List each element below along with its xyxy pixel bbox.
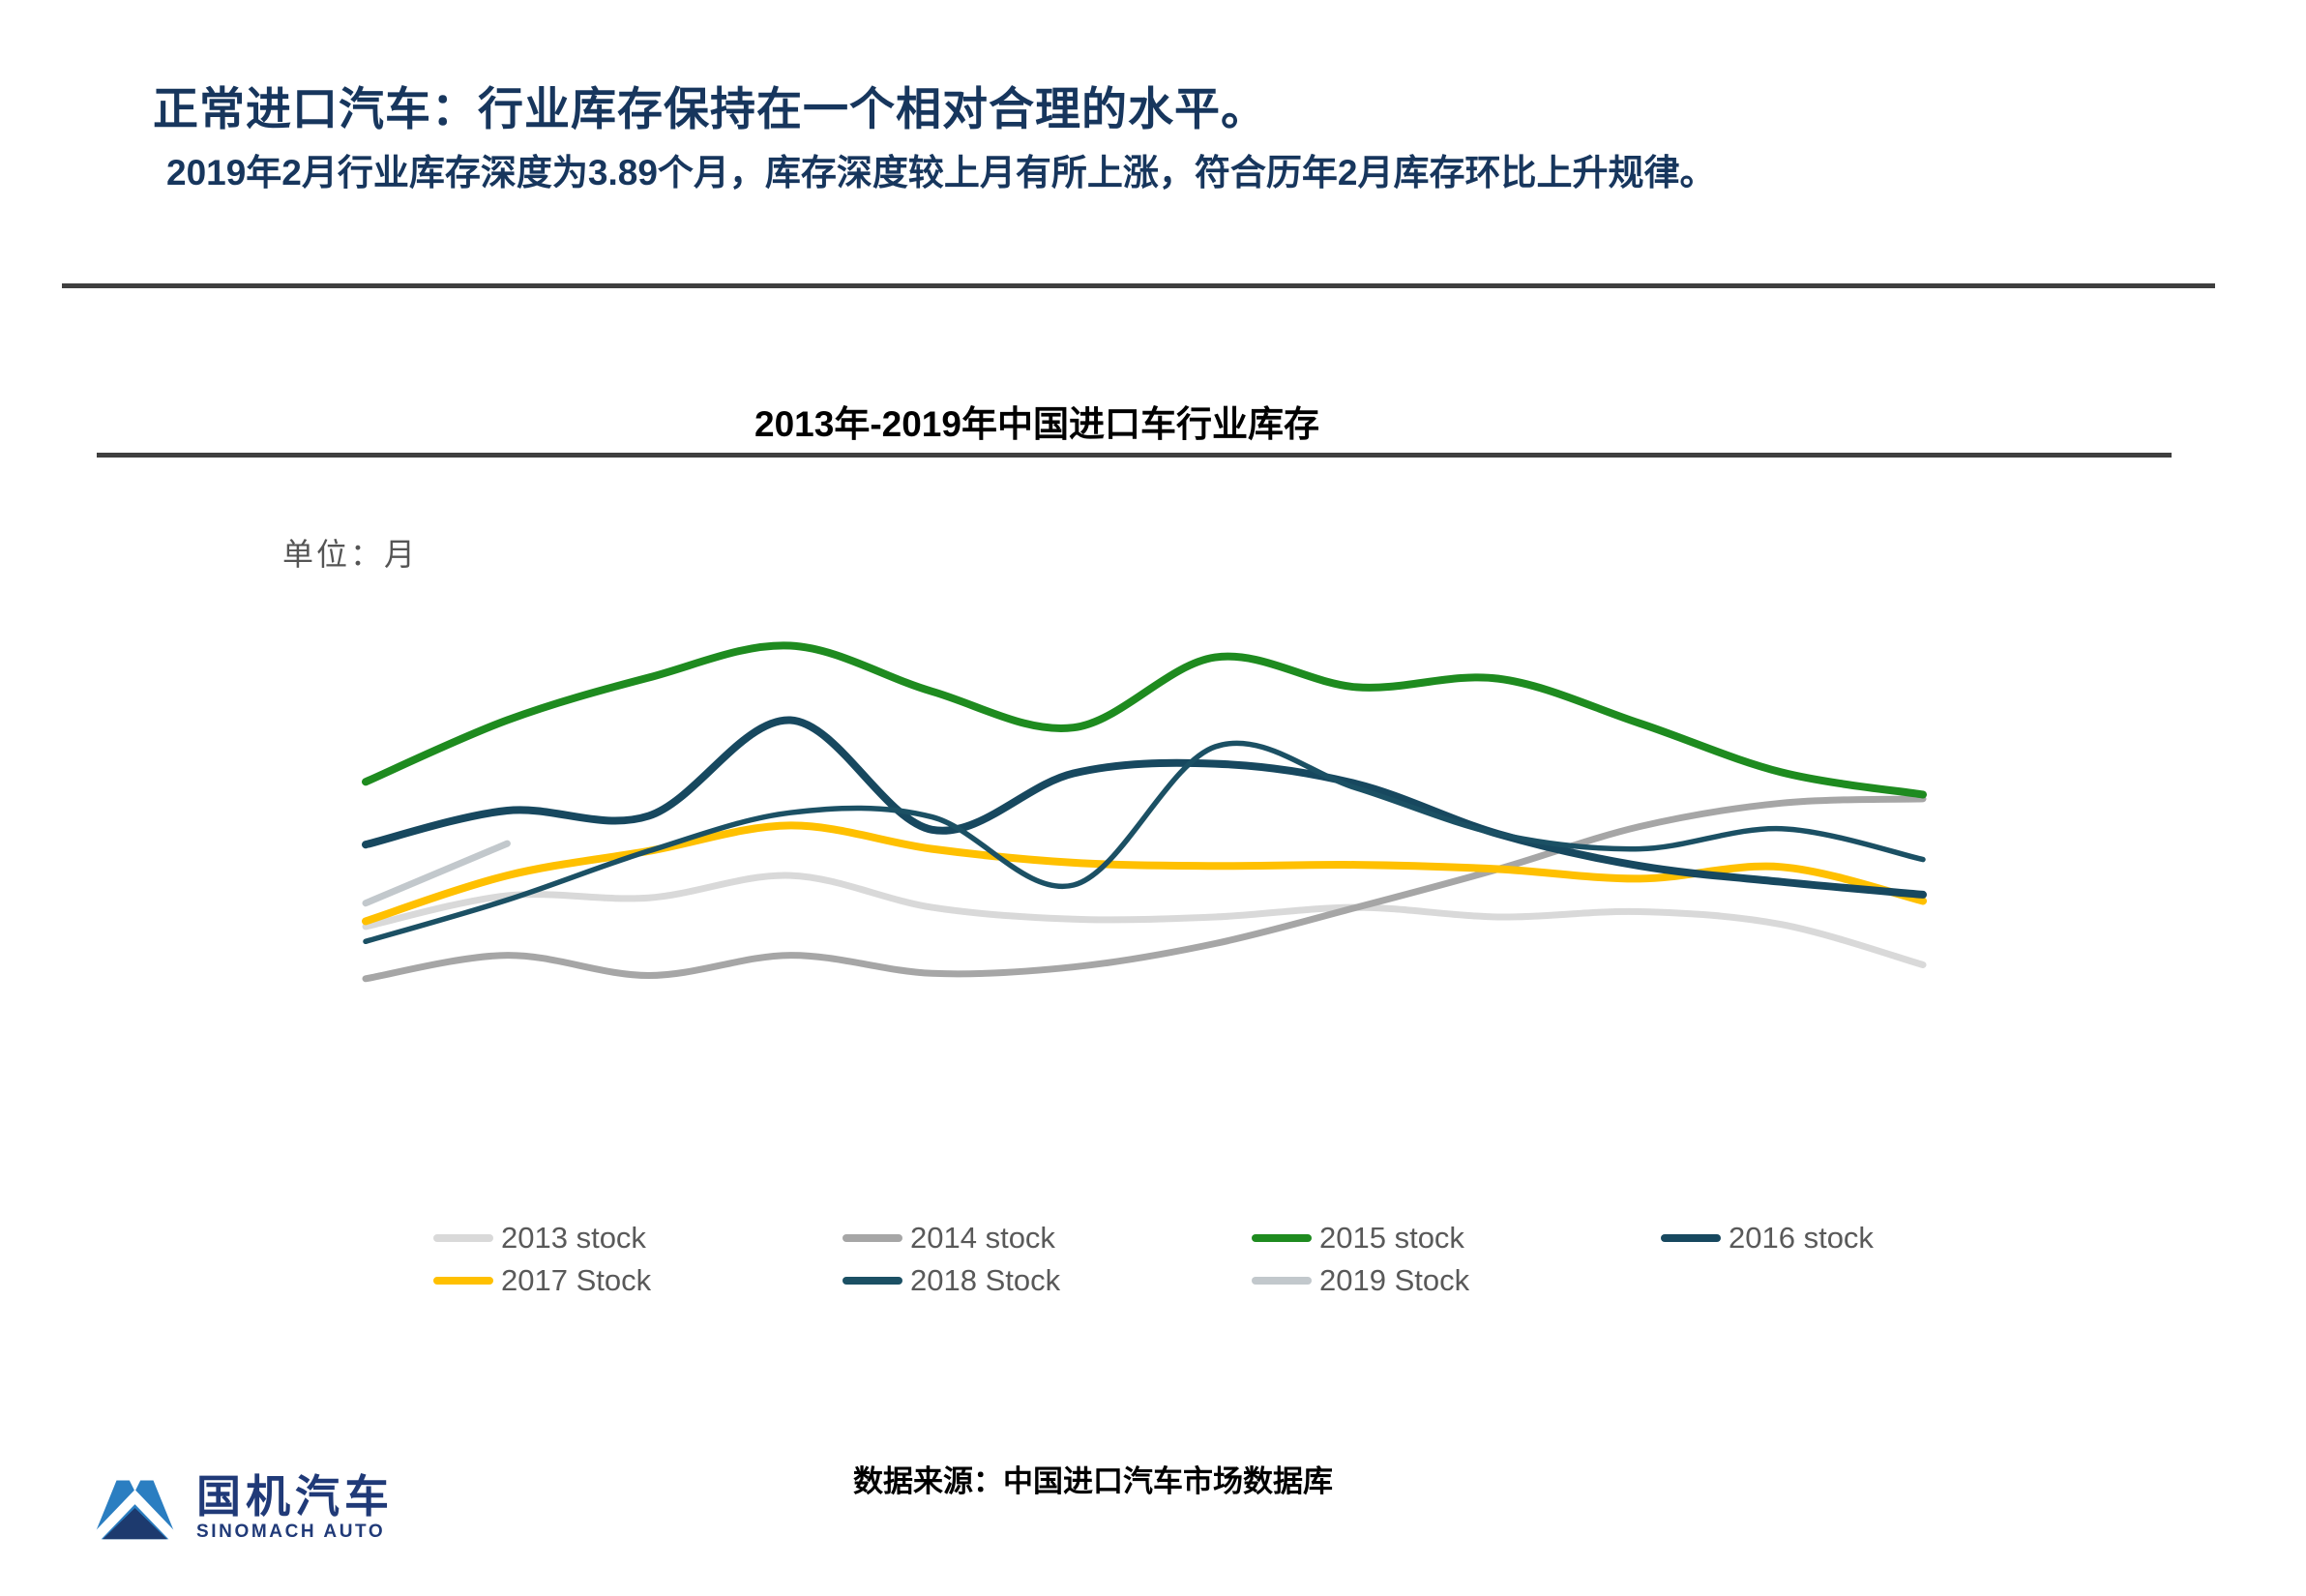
series-line-2016 [362, 716, 1927, 899]
logo-name-cn: 国机汽车 [196, 1470, 394, 1522]
legend-label: 2013 stock [501, 1221, 646, 1255]
legend-swatch-icon [433, 1277, 493, 1285]
legend-item-2014: 2014 stock [843, 1217, 1252, 1259]
data-source-note: 数据来源：中国进口汽车市场数据库 [853, 1464, 1333, 1498]
legend-label: 2015 stock [1319, 1221, 1464, 1255]
mountain-logo-icon [89, 1480, 181, 1546]
page-title: 正常进口汽车：行业库存保持在一个相对合理的水平。 [153, 83, 1267, 134]
page-subtitle: 2019年2月行业库存深度为3.89个月，库存深度较上月有所上涨，符合历年2月库… [166, 153, 1716, 192]
legend-swatch-icon [433, 1234, 493, 1242]
legend-item-2013: 2013 stock [433, 1217, 843, 1259]
legend-swatch-icon [1252, 1277, 1312, 1285]
legend-item-2018: 2018 Stock [843, 1259, 1252, 1302]
legend-item-2017: 2017 Stock [433, 1259, 843, 1302]
series-line-2015 [362, 641, 1927, 799]
legend-label: 2018 Stock [910, 1263, 1061, 1297]
series-line-2013 [362, 872, 1927, 968]
legend-swatch-icon [843, 1234, 902, 1242]
chart-legend: 2013 stock 2014 stock 2015 stock 2016 stock… [433, 1217, 2070, 1302]
legend-label: 2016 stock [1729, 1221, 1874, 1255]
legend-label: 2017 Stock [501, 1263, 652, 1297]
legend-label: 2014 stock [910, 1221, 1055, 1255]
series-line-2019 [362, 840, 511, 907]
chart-title: 2013年-2019年中国进口车行业库存 [754, 404, 1319, 444]
legend-swatch-icon [1661, 1234, 1721, 1242]
sinomach-logo: 国机汽车 SINOMACH AUTO [89, 1470, 394, 1546]
legend-swatch-icon [1252, 1234, 1312, 1242]
logo-name-en: SINOMACH AUTO [196, 1522, 386, 1543]
series-line-2014 [362, 795, 1927, 983]
unit-label: 单位：月 [282, 537, 419, 572]
series-line-2018 [363, 740, 1926, 945]
legend-item-2015: 2015 stock [1252, 1217, 1661, 1259]
legend-label: 2019 Stock [1319, 1263, 1470, 1297]
legend-item-2016: 2016 stock [1661, 1217, 2070, 1259]
legend-swatch-icon [843, 1277, 902, 1285]
legend-item-2019: 2019 Stock [1252, 1259, 1661, 1302]
subtitle-divider [62, 283, 2215, 288]
chart-title-divider [97, 453, 2172, 458]
